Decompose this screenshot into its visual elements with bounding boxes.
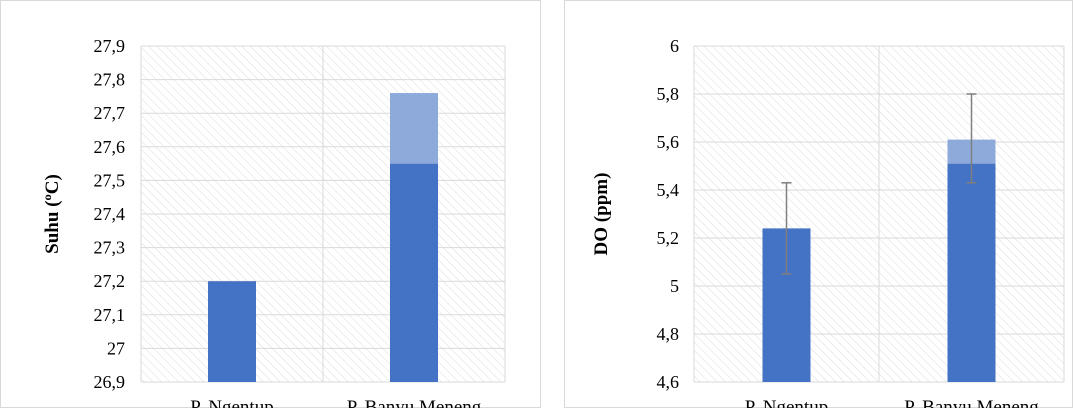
x-tick-label: P. Banyu Meneng [347,397,482,408]
y-axis-label: Suhu (ºC) [42,174,63,254]
y-tick-label: 27,4 [94,204,126,224]
chart-suhu: 26,9 27 27,1 27,2 27,3 27,4 27,5 27,6 27,7 27,8 27… [0,0,541,408]
y-tick-label: 4,6 [657,372,680,392]
y-tick-label: 5,6 [657,132,680,152]
y-tick-label: 27,1 [94,305,126,325]
y-tick-label: 26,9 [94,372,126,392]
y-axis-label: DO (ppm) [591,173,612,256]
error-band [390,93,438,164]
x-tick-label: P. Ngentup [745,397,828,408]
y-tick-label: 27,9 [94,36,126,56]
y-tick-label: 27,6 [94,137,126,157]
y-tick-label: 5,2 [657,228,680,248]
chart-panel-do: 4,6 4,8 5 5,2 5,4 5,6 5,8 6 P. Ngentup P. Banyu M… [564,0,1073,408]
chart-do: 4,6 4,8 5 5,2 5,4 5,6 5,8 6 P. Ngentup P. Banyu M… [564,0,1073,408]
bar [390,163,438,382]
y-tick-label: 27,7 [94,103,126,123]
y-tick-label: 27,2 [94,271,126,291]
y-tick-label: 5,4 [657,180,680,200]
y-tick-label: 5 [670,276,679,296]
y-tick-label: 4,8 [657,324,680,344]
x-tick-label: P. Banyu Meneng [904,397,1039,408]
bar [947,163,996,382]
y-tick-label: 27,3 [94,238,126,258]
y-tick-label: 5,8 [657,84,680,104]
bar [208,281,256,382]
y-tick-label: 27 [107,338,125,358]
x-tick-label: P. Ngentup [190,397,273,408]
y-tick-label: 27,5 [94,170,126,190]
y-tick-label: 27,8 [94,70,126,90]
chart-panel-suhu: 26,9 27 27,1 27,2 27,3 27,4 27,5 27,6 27,7 27,8 27… [0,0,541,408]
y-tick-label: 6 [670,36,679,56]
